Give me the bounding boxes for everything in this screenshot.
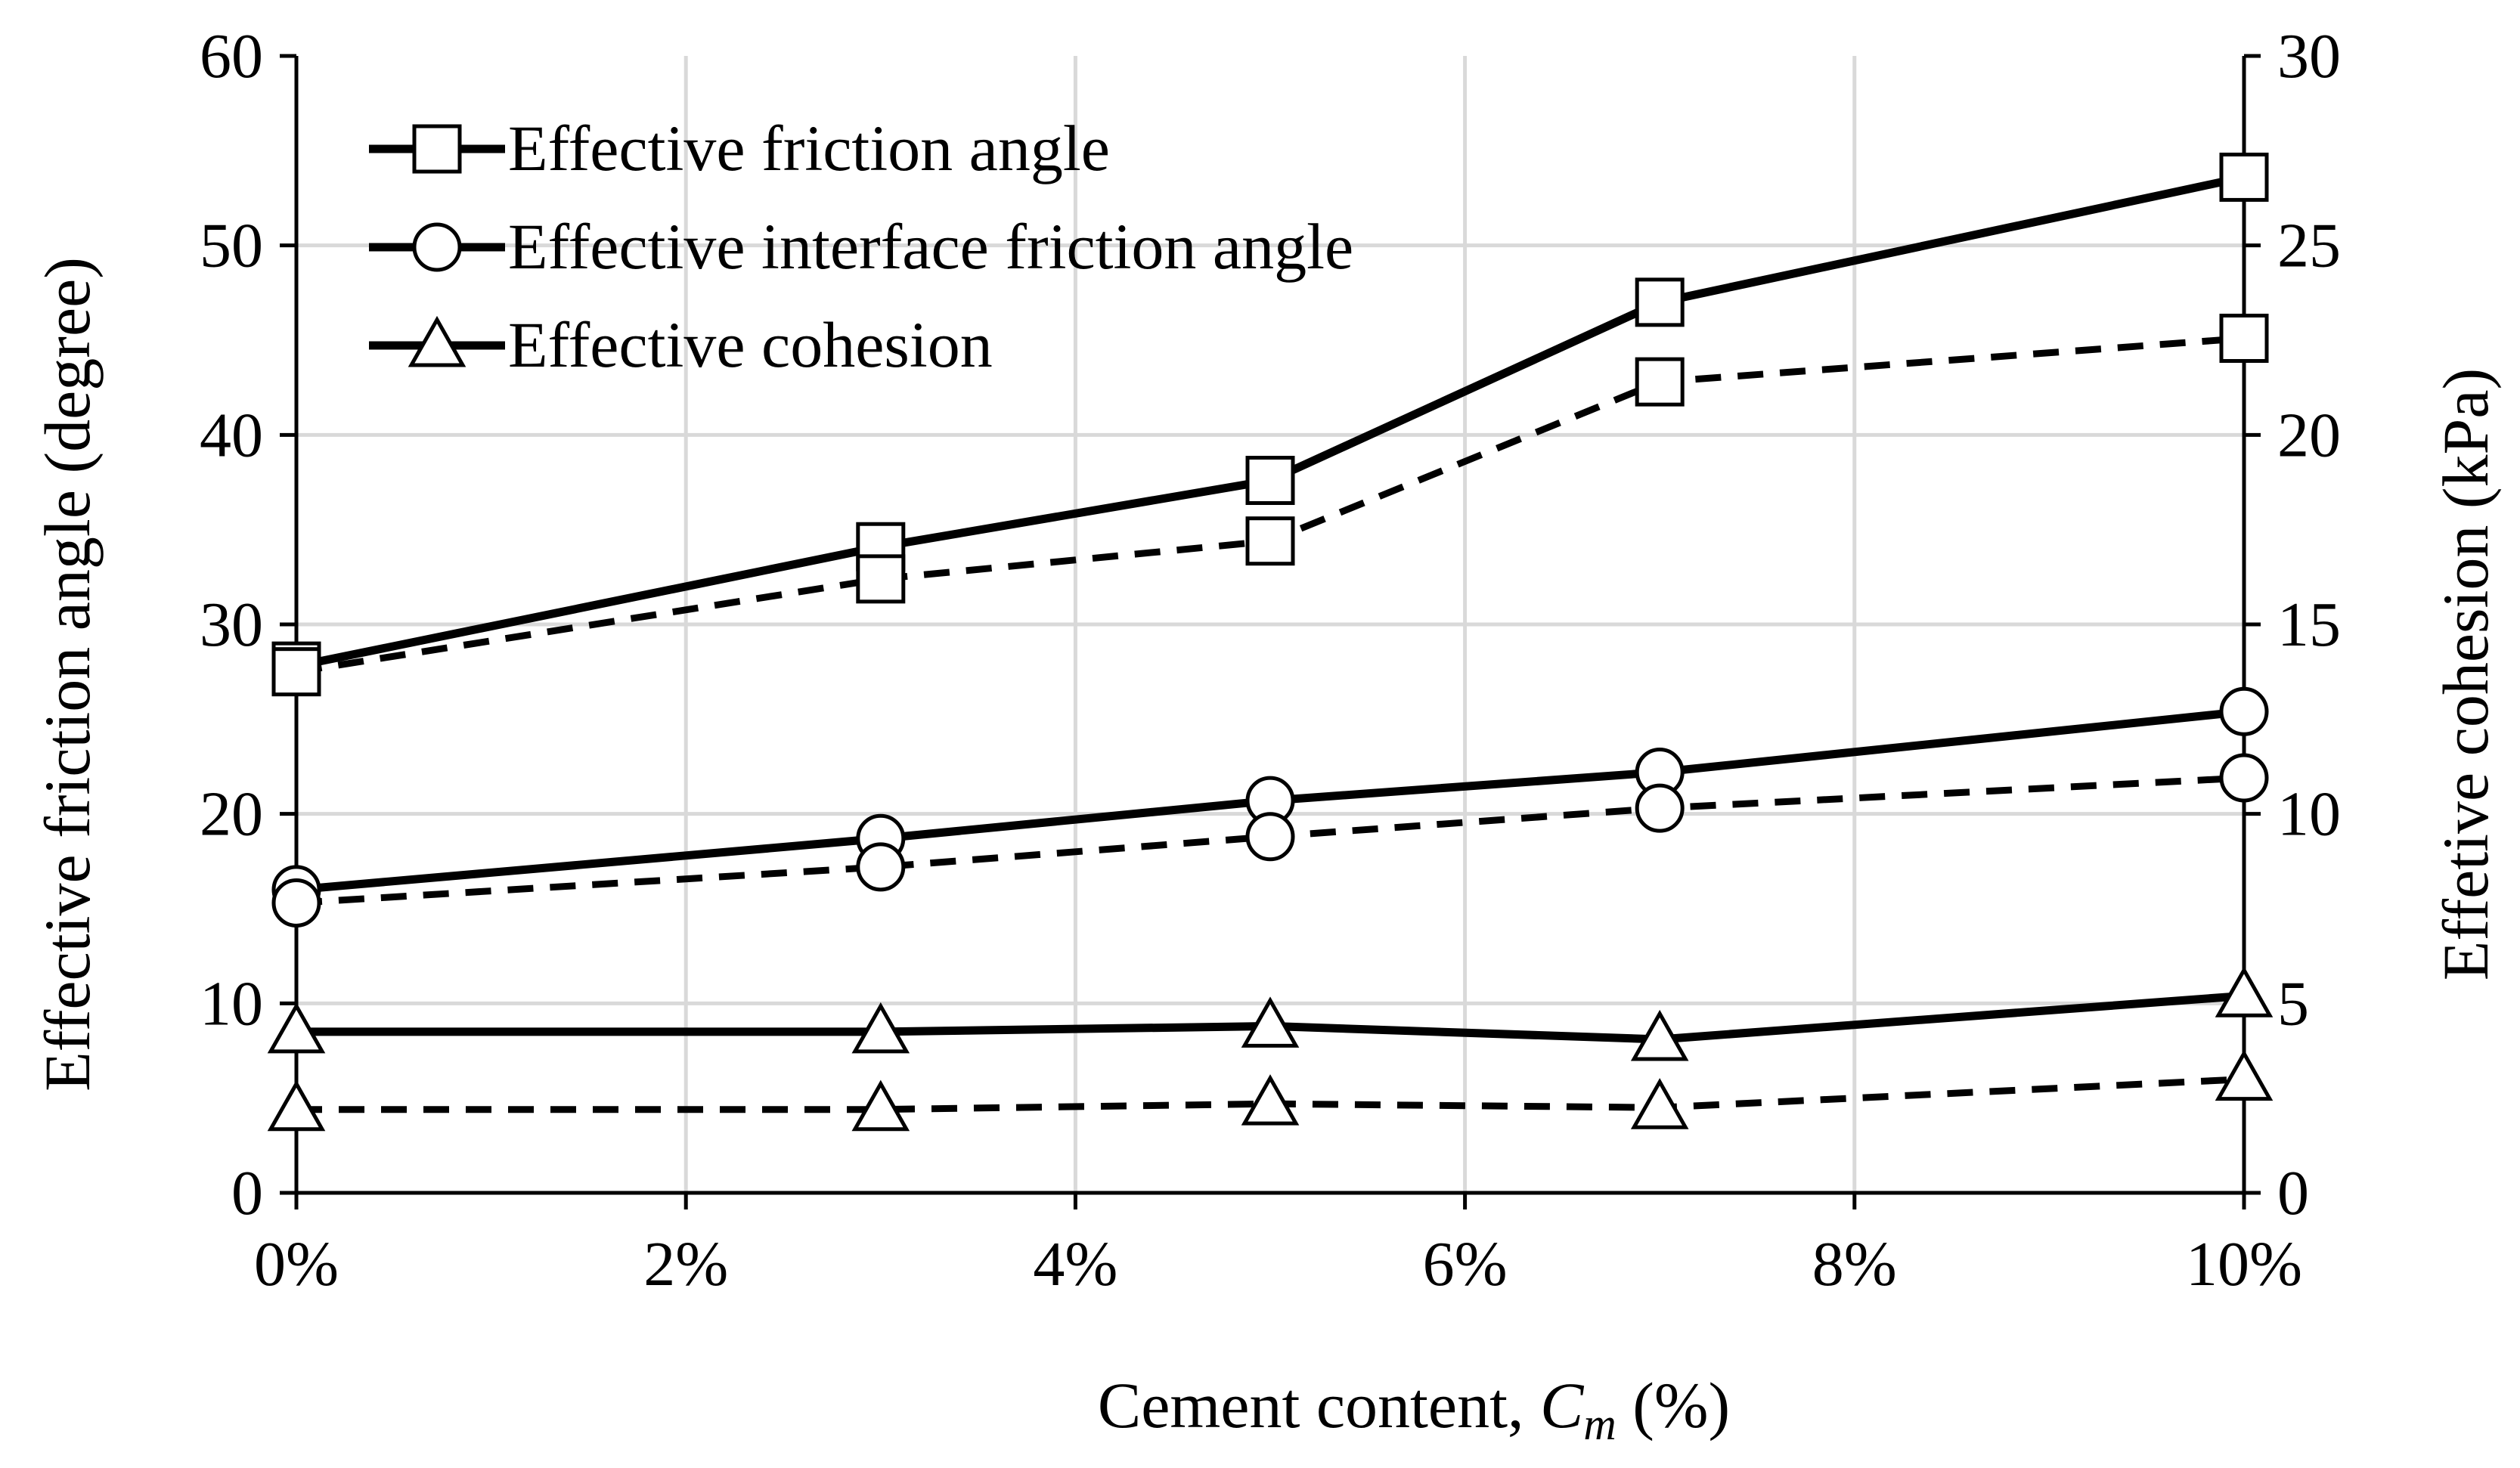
series-triangle-solid	[267, 966, 2274, 1061]
legend-item: Effective cohesion	[369, 308, 993, 381]
data-point-triangle	[1241, 1074, 1300, 1126]
data-point-square	[1245, 516, 1295, 566]
legend-label: Effective friction angle	[508, 112, 1110, 184]
data-point-square	[856, 554, 906, 604]
y2-tick-label: 15	[2277, 590, 2341, 660]
y-tick-label: 10	[200, 968, 263, 1039]
data-point-triangle	[267, 1002, 326, 1054]
data-point-circle	[271, 878, 321, 928]
x-tick-label: 2%	[643, 1229, 728, 1299]
data-point-triangle	[2215, 966, 2274, 1017]
legend-item: Effective friction angle	[369, 112, 1110, 184]
data-point-triangle	[1630, 1009, 1689, 1061]
series-layer	[267, 152, 2274, 1132]
data-point-circle	[412, 222, 462, 272]
series-circle-solid	[271, 686, 2269, 915]
data-point-triangle	[2215, 1049, 2274, 1101]
legend-label: Effective cohesion	[508, 308, 993, 381]
data-point-square	[412, 124, 462, 174]
data-point-square	[271, 647, 321, 697]
data-point-square	[1635, 277, 1685, 327]
data-point-square	[2219, 152, 2269, 202]
x-axis-title-subscript: m	[1583, 1399, 1616, 1449]
data-point-circle	[2219, 753, 2269, 803]
x-tick-label: 10%	[2186, 1229, 2302, 1299]
x-axis-title-text: Cement content,	[1098, 1369, 1540, 1442]
x-tick-label: 4%	[1033, 1229, 1117, 1299]
y2-tick-label: 30	[2277, 21, 2341, 91]
data-point-triangle	[1241, 996, 1300, 1048]
x-tick-label: 6%	[1423, 1229, 1508, 1299]
data-point-triangle	[851, 1002, 910, 1054]
x-axis-title: Cement content, Cm (%)	[1098, 1369, 1730, 1449]
x-tick-label: 8%	[1812, 1229, 1897, 1299]
y-tick-label: 0	[231, 1158, 263, 1228]
y-tick-label: 50	[200, 211, 263, 281]
y-tick-label: 30	[200, 590, 263, 660]
y2-axis-title: Effetive cohesion (kPa)	[2429, 368, 2502, 980]
x-axis-title-variable: C	[1540, 1369, 1585, 1442]
data-point-square	[2219, 313, 2269, 363]
y2-tick-label: 20	[2277, 400, 2341, 470]
y2-tick-label: 25	[2277, 211, 2341, 281]
x-axis-title-unit: (%)	[1616, 1369, 1730, 1442]
data-point-triangle	[267, 1079, 326, 1132]
y-tick-label: 20	[200, 779, 263, 850]
y2-tick-label: 0	[2277, 1158, 2309, 1228]
legend-item: Effective interface friction angle	[369, 210, 1353, 283]
data-point-circle	[856, 842, 906, 892]
legend-label: Effective interface friction angle	[508, 210, 1353, 283]
data-point-square	[1635, 357, 1685, 407]
y-axis-title: Effective friction angle (degree)	[31, 257, 104, 1092]
y2-tick-label: 5	[2277, 968, 2309, 1039]
data-point-circle	[2219, 686, 2269, 736]
tick-labels: 0 10 20 30 40 50 60 0 5 10 15 20 25 30 0% 2% 4% 6% 8% 10%	[200, 21, 2341, 1299]
data-point-triangle	[408, 315, 466, 367]
y-tick-label: 60	[200, 21, 263, 91]
data-point-square	[1245, 455, 1295, 505]
y2-tick-label: 10	[2277, 779, 2341, 850]
y-tick-label: 40	[200, 400, 263, 470]
series-square-dashed	[271, 313, 2269, 697]
data-point-triangle	[851, 1079, 910, 1132]
data-point-triangle	[1630, 1078, 1689, 1129]
data-point-circle	[1245, 812, 1295, 862]
data-point-circle	[1635, 783, 1685, 833]
x-tick-label: 0%	[254, 1229, 339, 1299]
series-triangle-dashed	[267, 1049, 2274, 1132]
legend: Effective friction angle Effective interf…	[369, 112, 1353, 381]
series-circle-dashed	[271, 753, 2269, 928]
